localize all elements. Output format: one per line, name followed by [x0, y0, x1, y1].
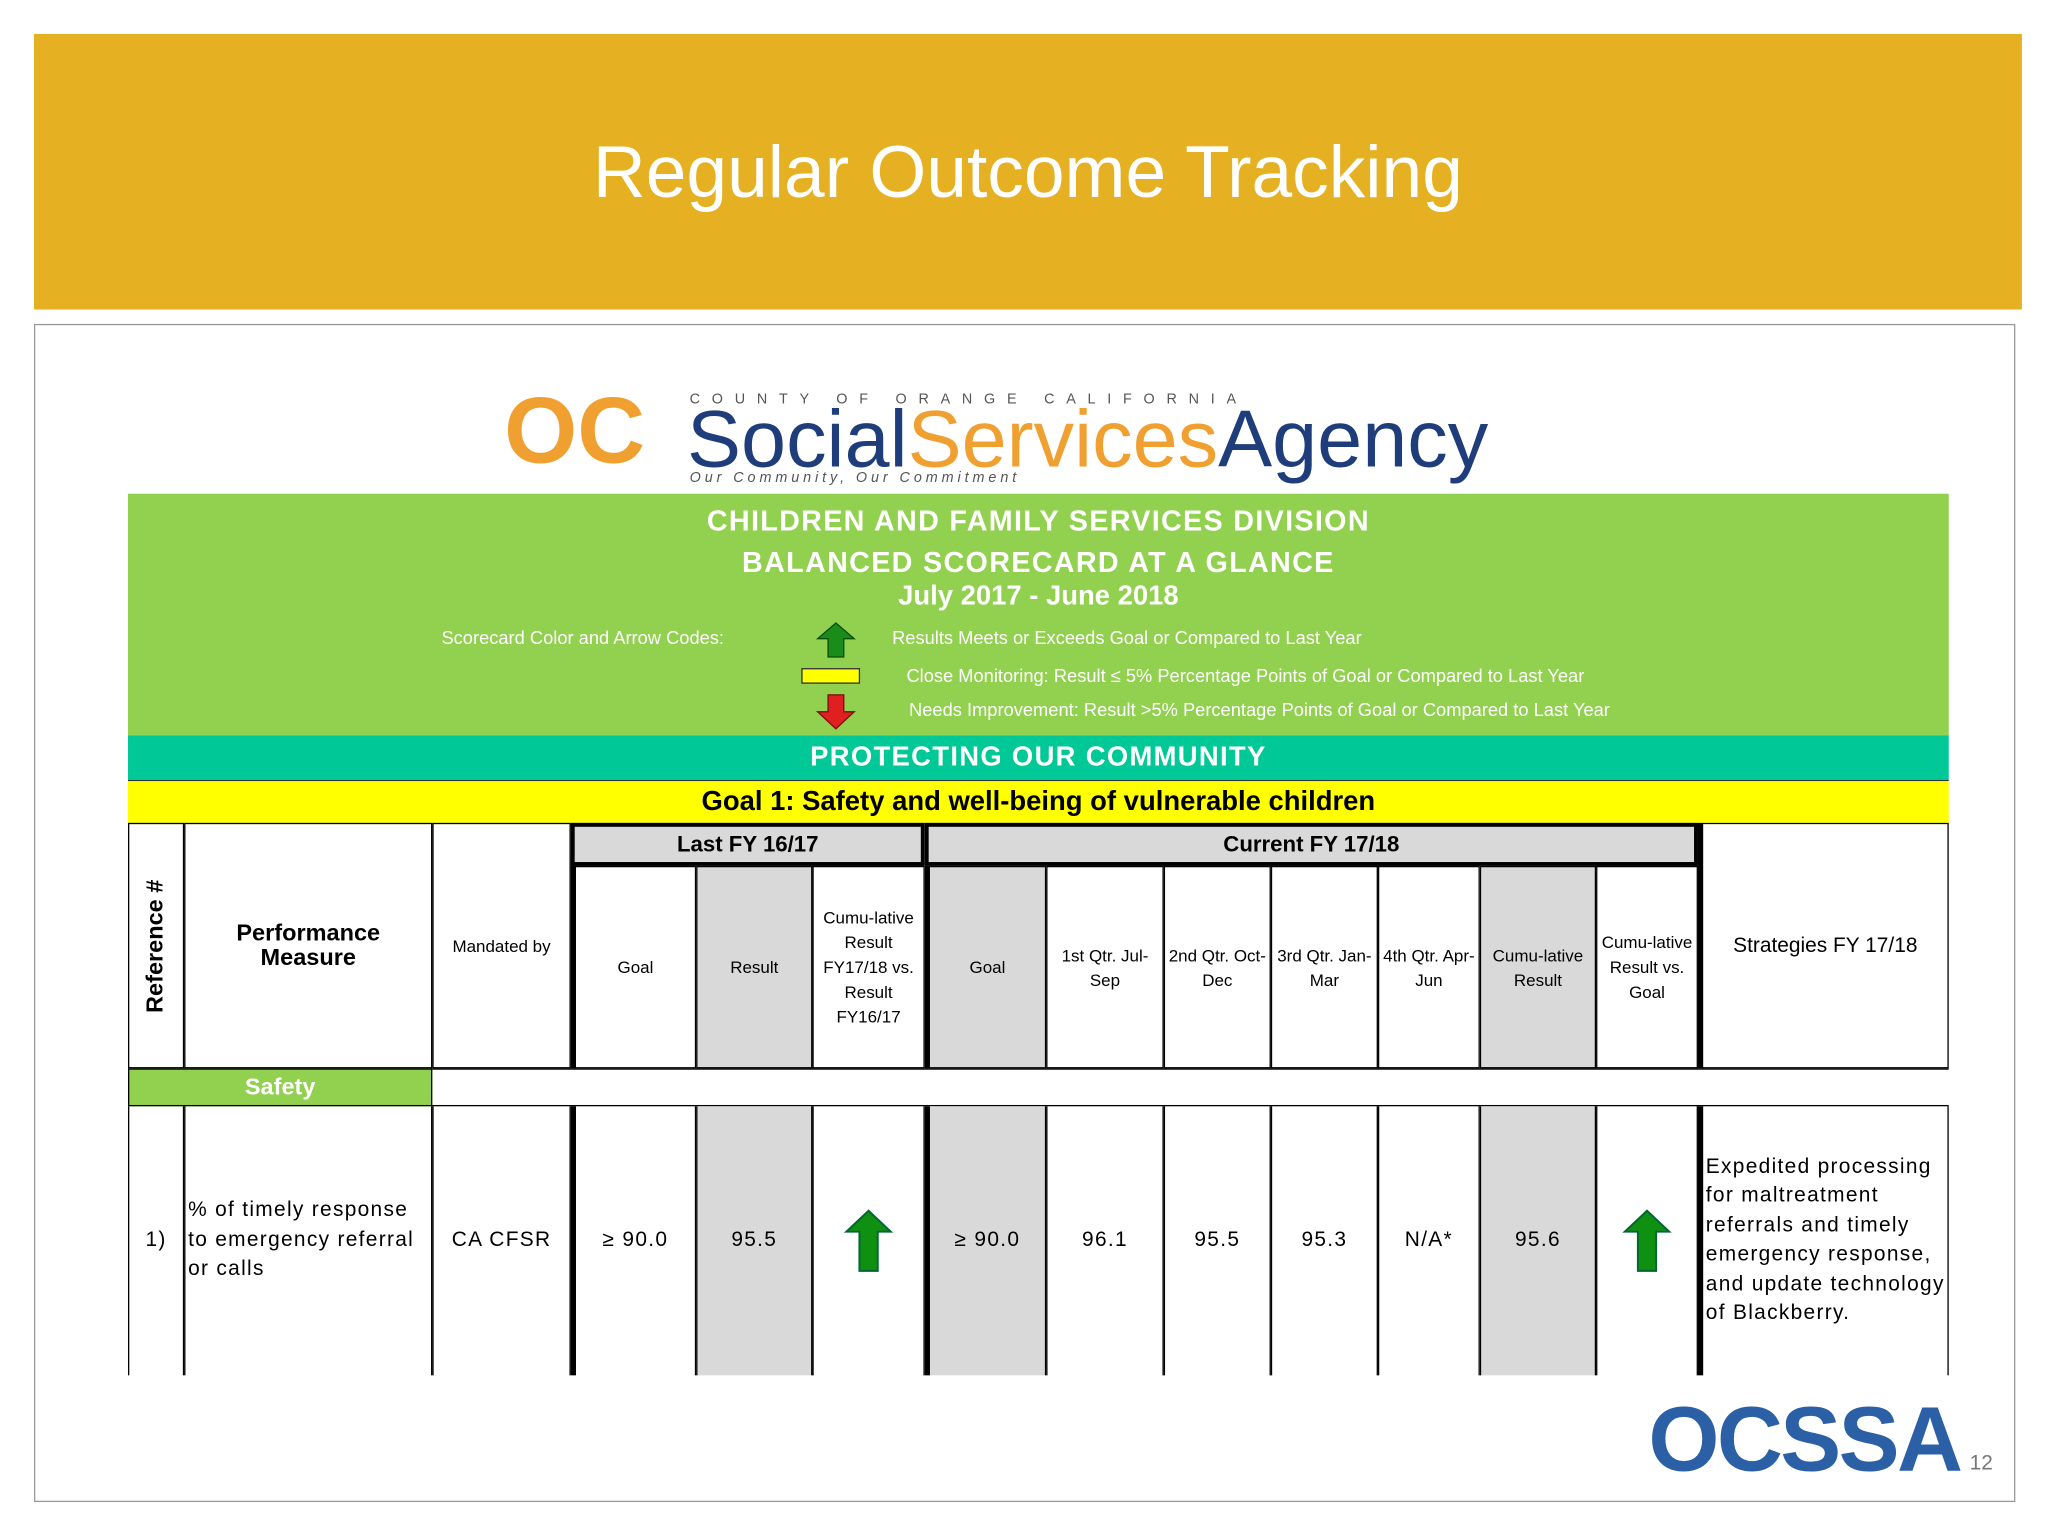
- column-header-text: 3rd Qtr. Jan-Mar: [1277, 944, 1372, 990]
- column-header-text: 2nd Qtr. Oct-Dec: [1168, 944, 1266, 990]
- legend-item: Needs Improvement: Result >5% Percentage…: [909, 698, 1610, 720]
- up-arrow: [843, 1209, 894, 1272]
- group-header: Current FY 17/18: [924, 822, 1698, 866]
- table-cell: 95.5: [1163, 1106, 1271, 1376]
- column-header-text: Mandated by: [452, 935, 551, 956]
- table-cell: % of timely response to emergency referr…: [184, 1106, 433, 1376]
- column-header: Reference #: [127, 822, 185, 1069]
- table-cell: ≥ 90.0: [924, 1106, 1047, 1376]
- logo-part: Services: [907, 394, 1219, 485]
- content-frame: [33, 323, 2016, 1503]
- section-bar: PROTECTING OUR COMMUNITY: [127, 735, 1949, 780]
- column-header: Goal: [924, 865, 1047, 1069]
- footer-logo: OCSSA: [1648, 1388, 1963, 1491]
- column-header-text: Cumu-lative Result: [1492, 944, 1584, 990]
- column-header: 4th Qtr. Apr-Jun: [1377, 865, 1480, 1069]
- yellow-bar-icon: [801, 668, 861, 684]
- column-header: Goal: [570, 865, 697, 1069]
- group-header: Last FY 16/17: [570, 822, 925, 866]
- up-arrow-icon: [815, 622, 856, 658]
- column-header-text: 4th Qtr. Apr-Jun: [1383, 944, 1475, 990]
- table-cell: 96.1: [1046, 1106, 1164, 1376]
- period: July 2017 - June 2018: [898, 581, 1179, 612]
- table-cell: CA CFSR: [432, 1106, 571, 1376]
- up-arrow: [1622, 1209, 1672, 1272]
- column-header: Mandated by: [432, 822, 571, 1069]
- scorecard-title: BALANCED SCORECARD AT A GLANCE: [742, 545, 1335, 579]
- column-header: Cumu-lative Result vs. Goal: [1596, 865, 1698, 1069]
- table-cell: 95.6: [1479, 1106, 1597, 1376]
- column-header-text: Reference #: [142, 878, 169, 1013]
- column-header: Strategies FY 17/18: [1697, 822, 1949, 1069]
- column-header: 1st Qtr. Jul-Sep: [1046, 865, 1164, 1069]
- logo-part: Social: [687, 394, 908, 485]
- arrow-cell: [1596, 1106, 1698, 1376]
- column-header-text: Performance Measure: [236, 919, 381, 971]
- goal-title: Goal 1: Safety and well-being of vulnera…: [701, 786, 1376, 817]
- scorecard-header: [127, 493, 1949, 736]
- logo-mark: OC: [504, 378, 646, 484]
- legend-item: Results Meets or Exceeds Goal or Compare…: [892, 626, 1362, 648]
- table-cell: 95.5: [696, 1106, 813, 1376]
- column-header-text: Goal: [617, 957, 654, 977]
- category-cell: Safety: [127, 1068, 433, 1107]
- legend-label: Scorecard Color and Arrow Codes:: [441, 626, 725, 648]
- slide-title: Regular Outcome Tracking: [592, 130, 1463, 213]
- column-header-text: 1st Qtr. Jul-Sep: [1061, 944, 1149, 990]
- column-header-text: Strategies FY 17/18: [1733, 934, 1918, 957]
- goal-bar: Goal 1: Safety and well-being of vulnera…: [127, 779, 1949, 823]
- column-header: 2nd Qtr. Oct-Dec: [1163, 865, 1271, 1069]
- title-bar: Regular Outcome Tracking: [33, 33, 2022, 310]
- table-cell: 1): [127, 1106, 185, 1376]
- logo-name: SocialServicesAgency: [687, 394, 1489, 485]
- table-cell: ≥ 90.0: [570, 1106, 697, 1376]
- down-arrow-icon: [815, 694, 856, 730]
- section-title: PROTECTING OUR COMMUNITY: [810, 741, 1267, 772]
- division: CHILDREN AND FAMILY SERVICES DIVISION: [706, 504, 1370, 537]
- page-number: 12: [1969, 1452, 1993, 1475]
- column-header: 3rd Qtr. Jan-Mar: [1270, 865, 1378, 1069]
- column-header: Performance Measure: [184, 822, 433, 1069]
- column-header: Result: [696, 865, 813, 1069]
- column-header-text: Cumu-lative Result vs. Goal: [1601, 932, 1693, 1002]
- arrow-cell: [812, 1106, 925, 1376]
- table-cell: Expedited processing for maltreatment re…: [1697, 1106, 1949, 1376]
- column-header-text: Goal: [969, 957, 1006, 977]
- column-header: Cumu-lative Result FY17/18 vs. Result FY…: [812, 865, 925, 1069]
- category-row-rest: [432, 1068, 1949, 1107]
- legend-icons: [801, 622, 861, 730]
- column-header-text: Result: [730, 957, 779, 977]
- table-cell: N/A*: [1377, 1106, 1480, 1376]
- table-cell: 95.3: [1270, 1106, 1378, 1376]
- logo-tagline: Our Community, Our Commitment: [689, 470, 1021, 486]
- logo-part: Agency: [1218, 394, 1489, 485]
- column-header: Cumu-lative Result: [1479, 865, 1597, 1069]
- logo-county: COUNTY OF ORANGE CALIFORNIA: [689, 391, 1248, 408]
- column-header-text: Cumu-lative Result FY17/18 vs. Result FY…: [823, 907, 914, 1027]
- legend-item: Close Monitoring: Result ≤ 5% Percentage…: [906, 664, 1585, 686]
